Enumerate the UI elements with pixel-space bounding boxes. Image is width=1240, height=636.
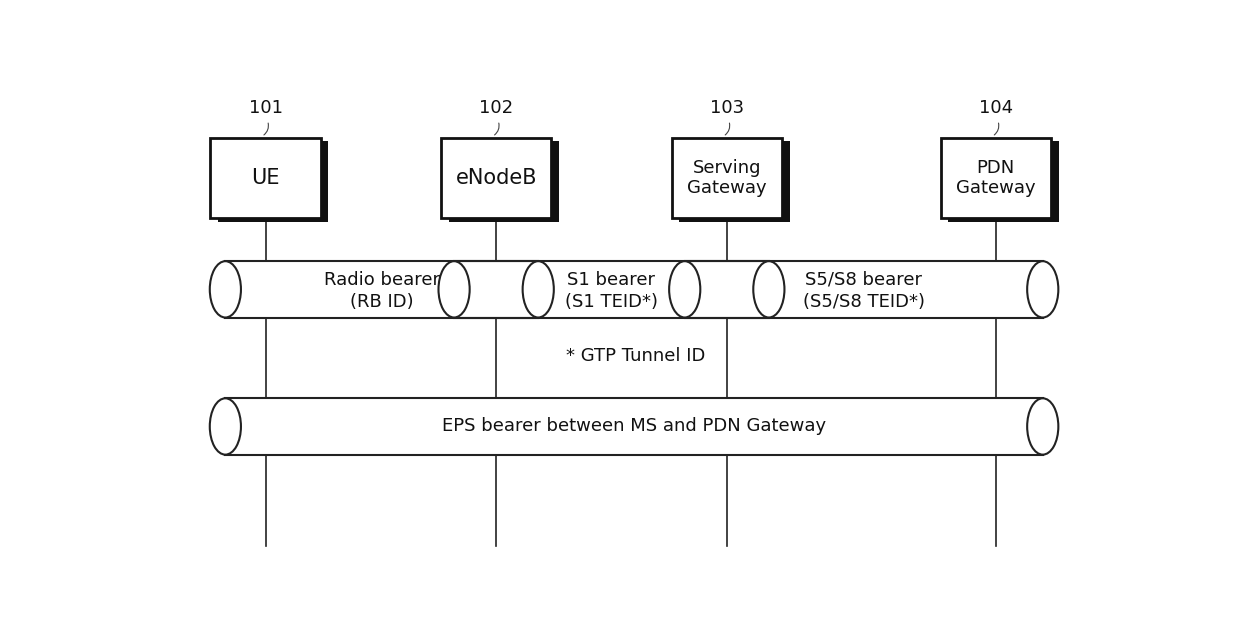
Text: eNodeB: eNodeB <box>455 168 537 188</box>
Bar <box>226 398 1043 455</box>
Text: UE: UE <box>252 168 280 188</box>
Text: S1 bearer: S1 bearer <box>568 270 656 289</box>
Bar <box>441 137 552 218</box>
Text: (S1 TEID*): (S1 TEID*) <box>565 293 658 310</box>
Text: PDN
Gateway: PDN Gateway <box>956 158 1035 197</box>
Bar <box>680 141 790 222</box>
Ellipse shape <box>439 261 470 317</box>
Bar <box>454 261 769 317</box>
Bar <box>449 141 559 222</box>
Text: 103: 103 <box>709 99 744 117</box>
Text: Serving
Gateway: Serving Gateway <box>687 158 766 197</box>
Ellipse shape <box>1027 398 1058 455</box>
Bar <box>218 141 329 222</box>
Text: 104: 104 <box>978 99 1013 117</box>
Bar <box>941 137 1052 218</box>
Text: EPS bearer between MS and PDN Gateway: EPS bearer between MS and PDN Gateway <box>441 417 826 436</box>
Bar <box>672 137 782 218</box>
Bar <box>684 261 1043 317</box>
Text: (RB ID): (RB ID) <box>350 293 414 310</box>
Text: 102: 102 <box>479 99 513 117</box>
Ellipse shape <box>670 261 701 317</box>
Ellipse shape <box>210 398 241 455</box>
Ellipse shape <box>522 261 554 317</box>
Text: * GTP Tunnel ID: * GTP Tunnel ID <box>565 347 706 366</box>
Bar <box>211 137 321 218</box>
Ellipse shape <box>753 261 785 317</box>
Ellipse shape <box>1027 261 1058 317</box>
Text: S5/S8 bearer: S5/S8 bearer <box>805 270 923 289</box>
Ellipse shape <box>210 261 241 317</box>
Text: Radio bearer: Radio bearer <box>324 270 440 289</box>
Text: (S5/S8 TEID*): (S5/S8 TEID*) <box>802 293 925 310</box>
Text: 101: 101 <box>248 99 283 117</box>
Bar <box>949 141 1059 222</box>
Bar <box>226 261 538 317</box>
